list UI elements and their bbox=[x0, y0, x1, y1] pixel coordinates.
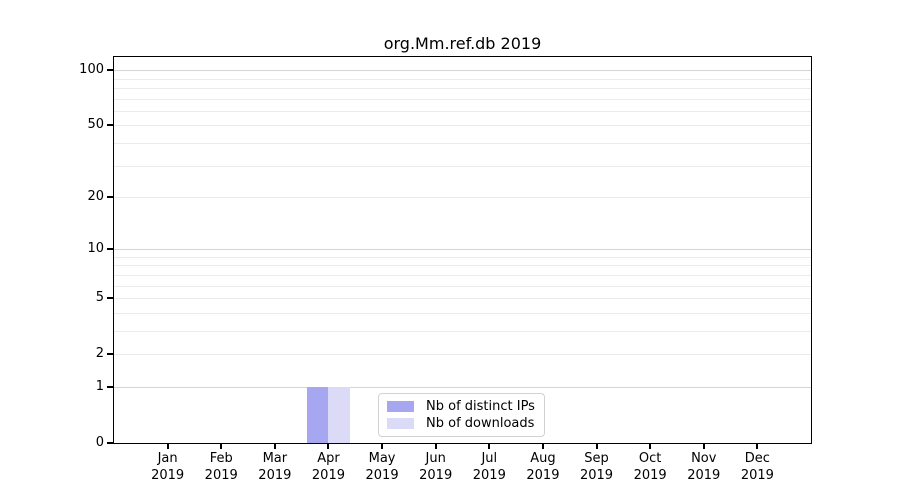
y-tick-mark bbox=[107, 248, 113, 251]
gridline-minor bbox=[114, 78, 811, 80]
legend: Nb of distinct IPs Nb of downloads bbox=[378, 393, 545, 437]
gridline-minor bbox=[114, 354, 811, 356]
x-tick-label-year: 2019 bbox=[365, 468, 399, 483]
y-tick-mark bbox=[107, 69, 113, 72]
x-tick-label: Nov 2019 bbox=[673, 450, 735, 484]
x-tick-label-year: 2019 bbox=[151, 468, 185, 483]
gridline-minor bbox=[114, 165, 811, 167]
x-tick-label: Sep 2019 bbox=[566, 450, 628, 484]
x-tick-mark bbox=[220, 443, 223, 449]
y-tick-mark bbox=[107, 442, 113, 444]
x-tick-mark bbox=[434, 443, 437, 449]
x-tick-label: Jan 2019 bbox=[137, 450, 199, 484]
gridline-minor bbox=[114, 265, 811, 267]
y-tick-label: 2 bbox=[95, 346, 104, 362]
gridline-minor bbox=[114, 256, 811, 258]
gridline-minor bbox=[114, 298, 811, 300]
x-tick-label: Apr 2019 bbox=[297, 450, 359, 484]
x-tick-label: Oct 2019 bbox=[619, 450, 681, 484]
x-tick-label-year: 2019 bbox=[579, 468, 614, 483]
x-tick-label: Feb 2019 bbox=[190, 450, 252, 484]
y-tick-label: 5 bbox=[95, 290, 104, 306]
chart-title: org.Mm.ref.db 2019 bbox=[383, 34, 542, 53]
gridline-minor bbox=[114, 312, 811, 314]
y-tick-label: 20 bbox=[87, 189, 104, 204]
x-tick-label-year: 2019 bbox=[740, 468, 774, 483]
x-tick-mark bbox=[541, 443, 544, 449]
x-tick-label: May 2019 bbox=[351, 450, 413, 484]
gridline-minor bbox=[114, 330, 811, 332]
legend-entry-downloads: Nb of downloads bbox=[387, 416, 536, 431]
x-tick-label: Aug 2019 bbox=[512, 450, 574, 484]
x-tick-label: Mar 2019 bbox=[244, 450, 306, 484]
gridline-major bbox=[114, 249, 811, 251]
x-tick-mark bbox=[327, 443, 330, 449]
legend-swatch-distinct-ips-icon bbox=[387, 400, 414, 412]
bar-nb-of-downloads-apr bbox=[328, 386, 350, 443]
gridline-major bbox=[114, 70, 811, 72]
x-tick-label-year: 2019 bbox=[258, 468, 292, 483]
gridline-minor bbox=[114, 125, 811, 127]
y-tick-label: 50 bbox=[87, 117, 104, 133]
y-tick-mark bbox=[107, 385, 113, 388]
gridline-minor bbox=[114, 110, 811, 112]
x-tick-label: Dec 2019 bbox=[726, 450, 788, 484]
x-tick-label-year: 2019 bbox=[687, 468, 721, 483]
y-tick-mark bbox=[107, 196, 113, 198]
legend-entry-distinct-ips: Nb of distinct IPs bbox=[387, 399, 536, 414]
y-tick-mark bbox=[107, 353, 113, 356]
bar-nb-of-distinct-ips-apr bbox=[306, 386, 329, 443]
y-tick-label: 1 bbox=[95, 378, 104, 394]
y-tick-label: 0 bbox=[95, 435, 104, 450]
gridline-major bbox=[114, 386, 811, 388]
y-tick-mark bbox=[107, 124, 113, 127]
y-tick-label: 100 bbox=[79, 62, 104, 78]
x-tick-mark bbox=[381, 443, 384, 449]
x-tick-mark bbox=[649, 443, 652, 449]
x-tick-label-year: 2019 bbox=[526, 468, 560, 483]
x-tick-label-year: 2019 bbox=[472, 468, 506, 483]
x-tick-label-year: 2019 bbox=[311, 468, 345, 483]
x-tick-label: Jul 2019 bbox=[458, 450, 520, 484]
x-tick-mark bbox=[273, 443, 276, 449]
x-tick-label: Jun 2019 bbox=[405, 450, 467, 484]
legend-swatch-downloads-icon bbox=[387, 418, 414, 430]
x-tick-mark bbox=[702, 443, 705, 449]
x-tick-mark bbox=[756, 443, 759, 449]
x-tick-label-year: 2019 bbox=[633, 468, 667, 483]
x-tick-label-year: 2019 bbox=[419, 468, 453, 483]
x-tick-label-year: 2019 bbox=[204, 468, 238, 483]
y-tick-mark bbox=[107, 297, 113, 300]
gridline-minor bbox=[114, 98, 811, 100]
gridline-minor bbox=[114, 197, 811, 198]
x-tick-mark bbox=[488, 443, 491, 449]
gridline-minor bbox=[114, 274, 811, 276]
gridline-minor bbox=[114, 87, 811, 89]
legend-label-downloads: Nb of downloads bbox=[426, 416, 535, 432]
y-tick-label: 10 bbox=[87, 241, 104, 257]
x-tick-mark bbox=[595, 443, 598, 449]
legend-label-distinct-ips: Nb of distinct IPs bbox=[426, 398, 535, 414]
gridline-minor bbox=[114, 142, 811, 144]
gridline-minor bbox=[114, 285, 811, 287]
plot-area bbox=[114, 57, 811, 443]
x-tick-mark bbox=[166, 443, 169, 449]
